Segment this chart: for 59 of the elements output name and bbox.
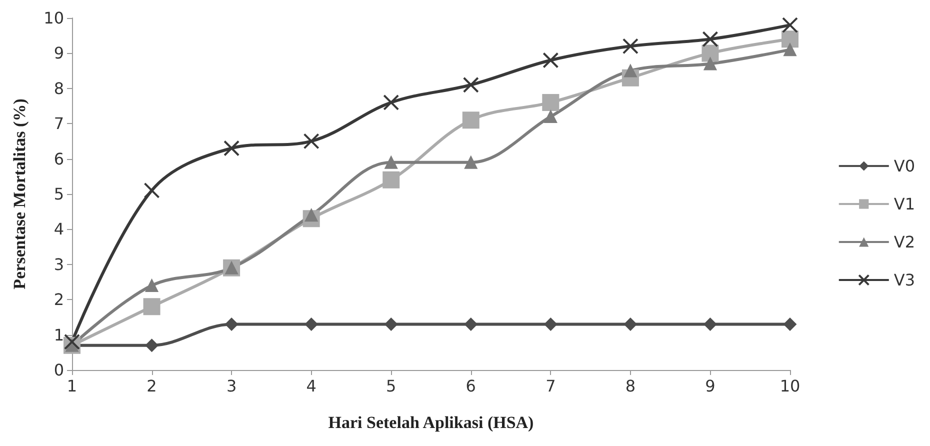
- point: [384, 318, 398, 331]
- x-axis-title: Hari Setelah Aplikasi (HSA): [328, 413, 534, 432]
- point: [782, 17, 798, 34]
- x-tick-label: 5: [386, 376, 396, 396]
- point: [784, 318, 796, 331]
- point: [704, 318, 717, 331]
- point: [224, 140, 240, 156]
- point: [542, 94, 560, 111]
- point: [384, 156, 398, 169]
- x-tick-label: 2: [146, 376, 157, 396]
- x-tick-label: 7: [546, 376, 556, 396]
- y-tick-label: 1: [54, 325, 64, 344]
- y-tick-label: 10: [44, 8, 64, 28]
- x-tick-label: 8: [625, 376, 636, 396]
- point: [622, 38, 638, 54]
- point: [782, 30, 798, 48]
- point: [303, 133, 320, 150]
- point: [464, 318, 478, 331]
- point: [145, 338, 158, 352]
- point: [542, 52, 559, 68]
- point: [702, 44, 719, 62]
- point: [464, 156, 478, 169]
- point: [704, 57, 717, 70]
- point: [225, 318, 238, 331]
- point: [784, 43, 796, 56]
- y-axis-title: Persentase Mortalitas (%): [10, 98, 29, 290]
- legend-label: V2: [894, 232, 915, 252]
- point: [144, 182, 160, 198]
- point: [145, 279, 158, 292]
- x-tick-label: 6: [466, 376, 476, 396]
- y-tick-label: 2: [54, 290, 64, 310]
- legend-label: V0: [894, 156, 915, 176]
- x-tick-label: 9: [705, 376, 716, 396]
- point: [544, 110, 558, 124]
- point: [702, 31, 718, 48]
- y-tick-label: 4: [54, 220, 64, 239]
- y-tick-label: 9: [54, 44, 64, 63]
- y-tick-label: 6: [54, 149, 64, 168]
- point: [624, 64, 637, 78]
- y-tick-label: 0: [54, 360, 64, 380]
- point: [462, 76, 479, 93]
- point: [143, 298, 160, 316]
- point: [624, 318, 637, 331]
- legend-label: V1: [894, 194, 915, 214]
- legend-label: V3: [894, 270, 915, 290]
- x-tick-label: 1: [66, 376, 78, 396]
- y-tick-label: 8: [54, 78, 64, 98]
- y-tick-label: 3: [54, 254, 64, 274]
- x-tick-label: 4: [306, 376, 316, 396]
- y-tick-label: 5: [54, 184, 64, 204]
- point: [544, 318, 558, 331]
- x-tick-label: 10: [780, 376, 800, 396]
- y-tick-label: 7: [54, 114, 64, 134]
- point: [462, 112, 480, 129]
- point: [64, 334, 80, 350]
- point: [304, 318, 318, 331]
- point: [383, 94, 400, 110]
- point: [382, 171, 400, 188]
- x-tick-label: 3: [226, 376, 237, 396]
